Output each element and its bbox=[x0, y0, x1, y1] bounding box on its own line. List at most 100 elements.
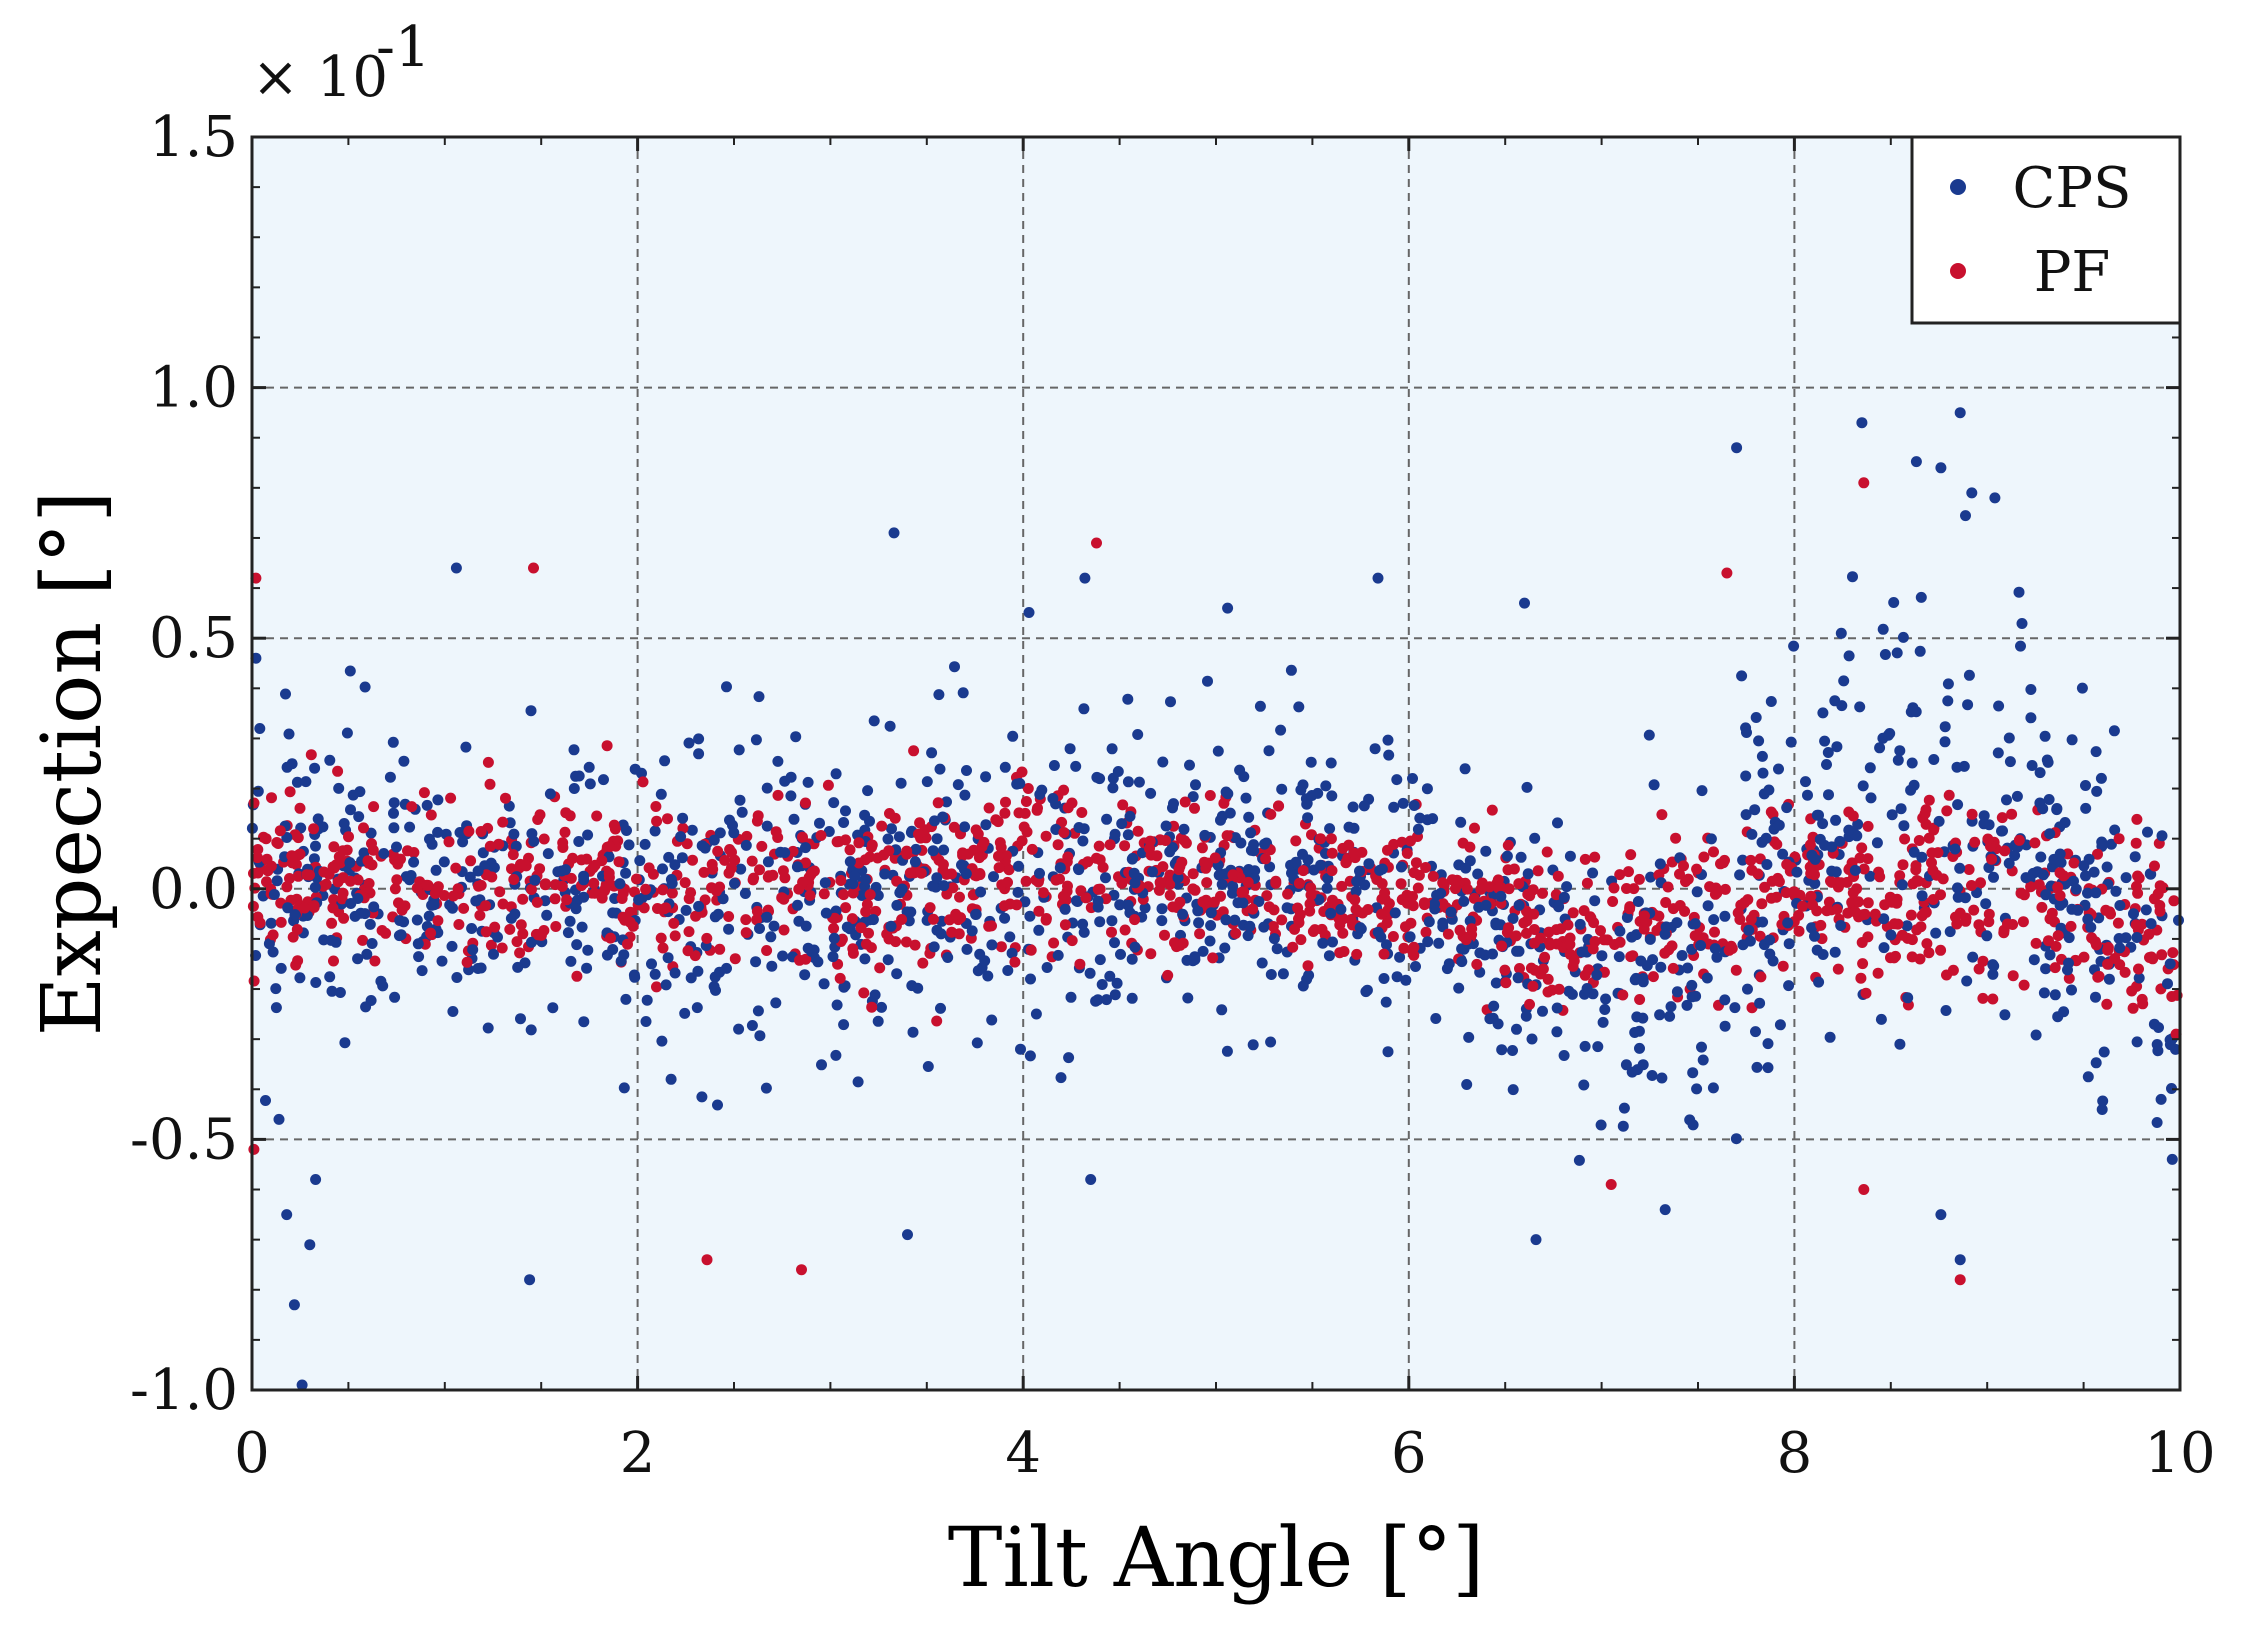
data-point-cps bbox=[1006, 947, 1018, 959]
data-point-cps bbox=[1526, 1033, 1538, 1045]
data-point-pf bbox=[883, 845, 895, 857]
data-point-cps bbox=[1484, 1013, 1496, 1025]
data-point-cps bbox=[1743, 924, 1755, 936]
data-point-pf bbox=[1527, 884, 1539, 896]
data-point-pf bbox=[1708, 846, 1719, 858]
data-point-cps bbox=[1234, 764, 1246, 776]
data-point-cps bbox=[334, 987, 346, 998]
data-point-pf bbox=[1966, 808, 1978, 820]
data-point-pf bbox=[1020, 796, 1032, 807]
data-point-pf bbox=[1052, 839, 1064, 851]
data-point-pf bbox=[1689, 930, 1701, 942]
data-point-pf bbox=[1144, 835, 1156, 847]
data-point-cps bbox=[509, 908, 521, 920]
data-point-pf bbox=[1674, 900, 1686, 911]
data-point-cps bbox=[1512, 972, 1524, 984]
data-point-pf bbox=[829, 912, 841, 924]
data-point-cps bbox=[800, 842, 811, 854]
data-point-cps bbox=[464, 871, 476, 883]
data-point-cps bbox=[1024, 1050, 1036, 1062]
data-point-pf bbox=[511, 936, 523, 948]
data-point-pf bbox=[1405, 835, 1416, 847]
data-point-cps bbox=[1302, 812, 1314, 824]
data-point-pf bbox=[1187, 868, 1199, 880]
data-point-cps bbox=[353, 811, 365, 823]
data-point-pf bbox=[281, 881, 293, 893]
x-tick-label: 6 bbox=[1391, 1421, 1427, 1486]
data-point-cps bbox=[317, 821, 329, 833]
data-point-cps bbox=[1765, 696, 1777, 707]
data-point-cps bbox=[2049, 989, 2061, 1001]
data-point-cps bbox=[1034, 788, 1046, 800]
y-scale-exponent: -1 bbox=[376, 15, 431, 80]
data-point-cps bbox=[308, 853, 320, 865]
data-point-cps bbox=[2003, 732, 2015, 744]
data-point-pf bbox=[1605, 1179, 1617, 1190]
data-point-pf bbox=[1106, 926, 1117, 938]
data-point-pf bbox=[1858, 863, 1870, 875]
data-point-cps bbox=[2044, 949, 2056, 961]
data-point-pf bbox=[1860, 987, 1872, 999]
data-point-cps bbox=[1324, 823, 1336, 835]
data-point-cps bbox=[1767, 955, 1779, 967]
data-point-pf bbox=[770, 826, 782, 838]
data-point-pf bbox=[683, 926, 695, 938]
y-tick-label: 0.0 bbox=[149, 857, 238, 922]
data-point-cps bbox=[607, 907, 619, 919]
data-point-pf bbox=[1000, 850, 1012, 862]
data-point-pf bbox=[746, 855, 758, 867]
data-point-pf bbox=[1910, 864, 1922, 876]
data-point-pf bbox=[1766, 875, 1778, 887]
data-point-cps bbox=[1383, 749, 1395, 761]
data-point-pf bbox=[1862, 853, 1874, 865]
data-point-pf bbox=[484, 778, 496, 790]
data-point-cps bbox=[1094, 916, 1106, 928]
data-point-cps bbox=[1530, 1234, 1542, 1246]
data-point-cps bbox=[1691, 886, 1703, 898]
data-point-pf bbox=[1040, 830, 1052, 842]
data-point-cps bbox=[660, 979, 672, 991]
data-point-pf bbox=[1771, 838, 1783, 850]
data-point-pf bbox=[1352, 906, 1364, 918]
data-point-cps bbox=[641, 994, 653, 1006]
data-point-pf bbox=[1160, 835, 1171, 846]
data-point-cps bbox=[1073, 864, 1085, 876]
data-point-pf bbox=[260, 833, 272, 845]
data-point-cps bbox=[986, 939, 998, 951]
data-point-cps bbox=[1106, 743, 1118, 755]
data-point-cps bbox=[2155, 1093, 2167, 1105]
data-point-cps bbox=[1843, 824, 1855, 836]
data-point-pf bbox=[970, 824, 982, 836]
data-point-pf bbox=[1589, 851, 1601, 863]
data-point-pf bbox=[1539, 951, 1551, 963]
data-point-cps bbox=[583, 761, 595, 773]
data-point-pf bbox=[482, 756, 494, 768]
data-point-cps bbox=[1258, 921, 1270, 933]
data-point-pf bbox=[1382, 844, 1393, 856]
data-point-cps bbox=[1529, 832, 1541, 844]
data-point-cps bbox=[1592, 1041, 1604, 1053]
data-point-cps bbox=[1910, 456, 1922, 468]
data-point-cps bbox=[273, 1113, 285, 1125]
data-point-pf bbox=[1595, 925, 1606, 937]
data-point-cps bbox=[693, 748, 705, 760]
data-point-cps bbox=[999, 761, 1011, 773]
data-point-cps bbox=[1697, 1054, 1709, 1066]
x-tick-label: 10 bbox=[2144, 1421, 2215, 1486]
data-point-pf bbox=[1986, 853, 1998, 865]
data-point-cps bbox=[931, 833, 943, 845]
data-point-cps bbox=[1455, 816, 1467, 828]
data-point-cps bbox=[2153, 1022, 2164, 1033]
data-point-pf bbox=[725, 862, 737, 874]
data-point-pf bbox=[796, 1264, 807, 1276]
data-point-cps bbox=[1242, 930, 1254, 942]
data-point-cps bbox=[1388, 801, 1400, 813]
data-point-cps bbox=[935, 1002, 946, 1014]
data-point-pf bbox=[1659, 947, 1671, 959]
data-point-cps bbox=[2128, 908, 2139, 920]
data-point-cps bbox=[345, 898, 357, 909]
data-point-cps bbox=[265, 917, 277, 929]
data-point-cps bbox=[525, 705, 537, 717]
data-point-pf bbox=[1906, 951, 1918, 963]
data-point-cps bbox=[2030, 1029, 2042, 1041]
